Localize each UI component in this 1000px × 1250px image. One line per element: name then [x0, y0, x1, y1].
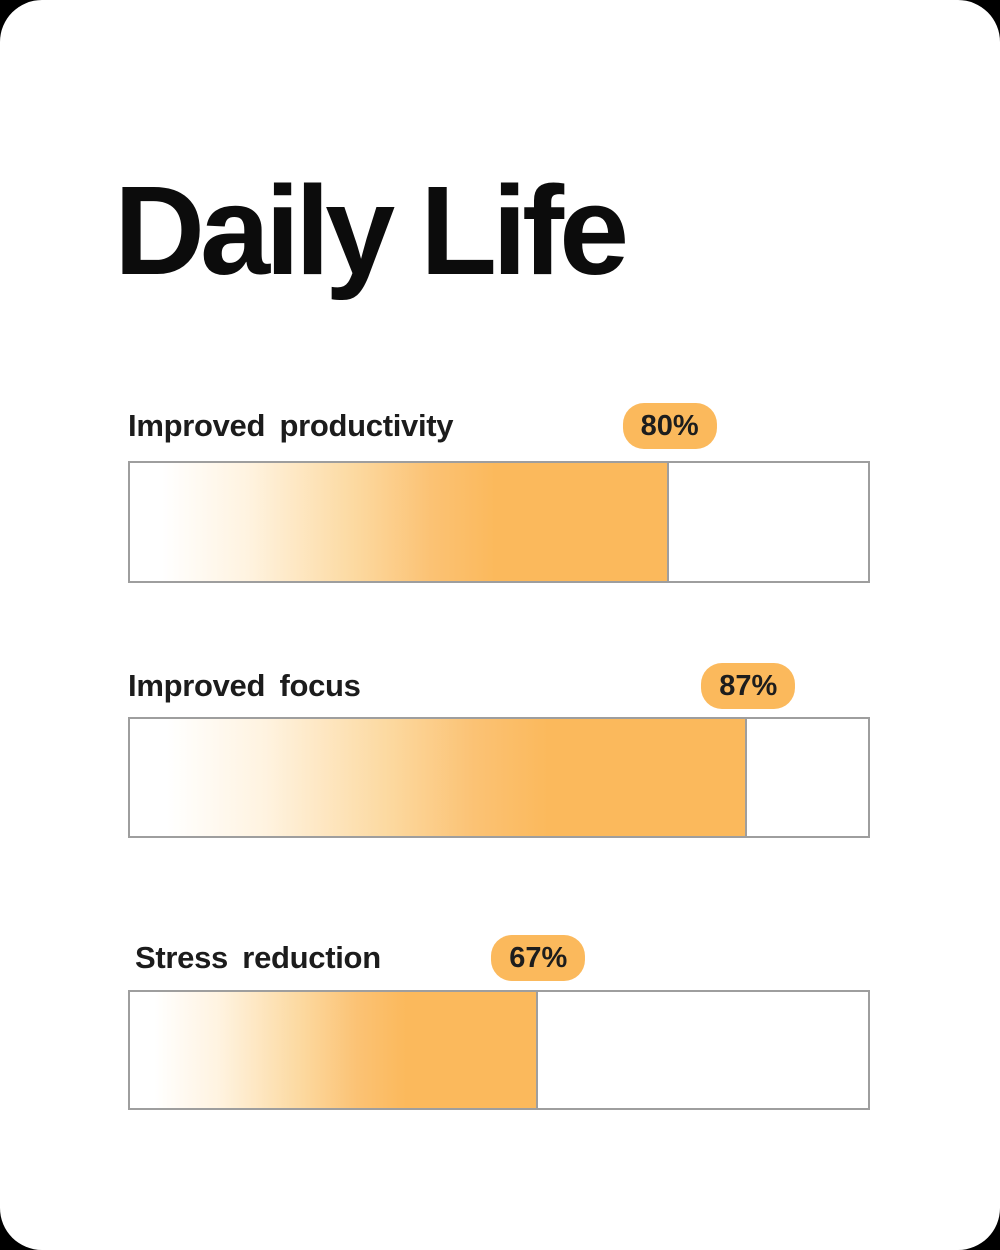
bar-row-improved-focus: Improved focus 87%: [128, 663, 870, 845]
bar-label: Stress reduction: [135, 940, 381, 975]
bar-track: [128, 717, 870, 838]
bar-row-improved-productivity: Improved productivity 80%: [128, 403, 870, 585]
bar-row-stress-reduction: Stress reduction 67%: [128, 935, 870, 1117]
bar-label: Improved productivity: [128, 408, 454, 443]
value-badge: 67%: [491, 935, 586, 981]
value-badge: 87%: [701, 663, 796, 709]
value-badge: 80%: [622, 403, 717, 449]
page-title: Daily Life: [114, 160, 629, 302]
bar-track: [128, 461, 870, 583]
bar-fill: [130, 463, 669, 581]
bar-fill: [130, 719, 747, 836]
bar-fill: [130, 992, 539, 1108]
bar-label: Improved focus: [128, 668, 361, 703]
bar-track: [128, 990, 870, 1110]
